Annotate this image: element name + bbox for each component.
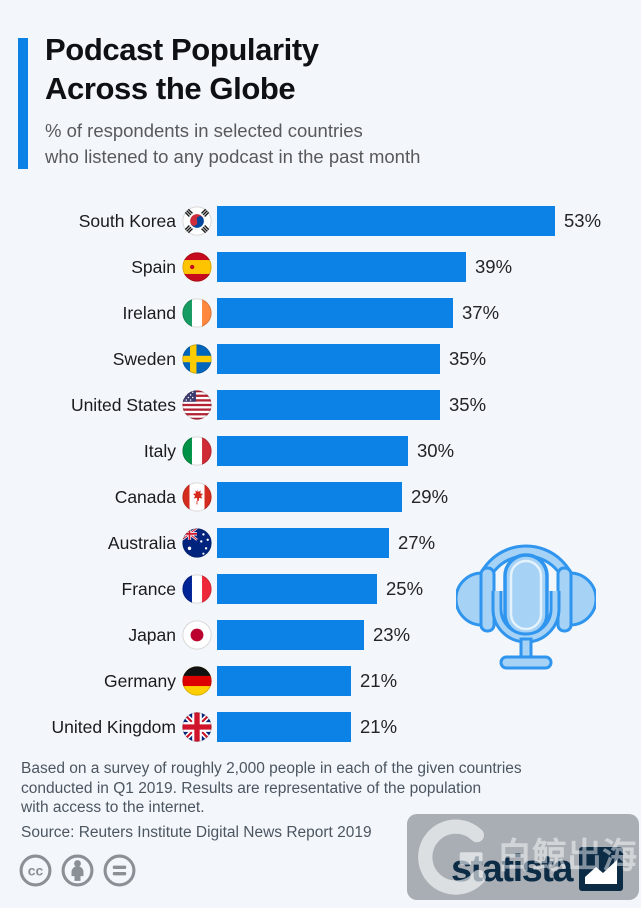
title-line-1: Podcast Popularity	[45, 32, 319, 67]
flag-icon-au	[182, 528, 212, 558]
chart-row-united-states: United States 35%	[24, 382, 641, 428]
bar-chart: South Korea 53% Spain 39% Ireland 37% Swede…	[0, 198, 641, 750]
chart-row-south-korea: South Korea 53%	[24, 198, 641, 244]
value-label-spain: 39%	[475, 256, 513, 277]
bar-australia	[217, 528, 389, 558]
flag-icon-jp	[182, 620, 212, 650]
bar-spain	[217, 252, 466, 282]
country-label-germany: Germany	[104, 670, 176, 691]
country-label-united-kingdom: United Kingdom	[51, 716, 176, 737]
license-icons: cc	[18, 853, 137, 888]
flag-icon-fr	[182, 574, 212, 604]
bar-germany	[217, 666, 351, 696]
footnote: Based on a survey of roughly 2,000 peopl…	[21, 759, 621, 842]
country-label-france: France	[121, 578, 176, 599]
chart-row-ireland: Ireland 37%	[24, 290, 641, 336]
country-label-spain: Spain	[131, 256, 176, 277]
country-label-australia: Australia	[107, 532, 176, 553]
chart-row-sweden: Sweden 35%	[24, 336, 641, 382]
value-label-ireland: 37%	[462, 302, 500, 323]
value-label-japan: 23%	[373, 624, 411, 645]
subtitle-line-1: % of respondents in selected countries	[45, 120, 363, 141]
attribution-person-icon	[61, 854, 94, 887]
headphones-microphone-illustration	[456, 544, 596, 670]
title-accent-bar	[18, 38, 28, 169]
chart-row-spain: Spain 39%	[24, 244, 641, 290]
flag-icon-se	[182, 344, 212, 374]
flag-icon-de	[182, 666, 212, 696]
chart-row-canada: Canada 29%	[24, 474, 641, 520]
flag-icon-kr	[182, 206, 212, 236]
flag-icon-ie	[182, 298, 212, 328]
country-label-south-korea: South Korea	[78, 210, 176, 231]
statista-chart-mark	[579, 847, 624, 891]
value-label-australia: 27%	[398, 532, 436, 553]
country-label-ireland: Ireland	[122, 302, 176, 323]
value-label-united-states: 35%	[449, 394, 487, 415]
bar-japan	[217, 620, 364, 650]
chart-row-united-kingdom: United Kingdom 21%	[24, 704, 641, 750]
equal-sign-icon	[103, 854, 136, 887]
value-label-france: 25%	[386, 578, 424, 599]
bar-united-states	[217, 390, 440, 420]
bar-united-kingdom	[217, 712, 351, 742]
chart-row-italy: Italy 30%	[24, 428, 641, 474]
note-line-3: with access to the internet.	[21, 799, 205, 816]
country-label-japan: Japan	[128, 624, 176, 645]
flag-icon-it	[182, 436, 212, 466]
chart-row-france: France 25%	[24, 566, 641, 612]
chart-row-germany: Germany 21%	[24, 658, 641, 704]
value-label-united-kingdom: 21%	[360, 716, 398, 737]
country-label-canada: Canada	[114, 486, 176, 507]
value-label-south-korea: 53%	[564, 210, 602, 231]
bar-italy	[217, 436, 408, 466]
header: Podcast Popularity Across the Globe % of…	[45, 30, 605, 170]
value-label-canada: 29%	[411, 486, 449, 507]
page-title: Podcast Popularity Across the Globe	[45, 30, 605, 108]
cc-icon: cc	[19, 854, 52, 887]
country-label-italy: Italy	[143, 440, 176, 461]
note-line-1: Based on a survey of roughly 2,000 peopl…	[21, 760, 522, 777]
country-label-united-states: United States	[70, 394, 176, 415]
note-line-2: conducted in Q1 2019. Results are repres…	[21, 779, 482, 797]
flag-icon-us	[182, 390, 212, 420]
page-subtitle: % of respondents in selected countries w…	[45, 118, 605, 170]
chart-row-japan: Japan 23%	[24, 612, 641, 658]
statista-logo: statista	[451, 847, 624, 891]
source-line: Source: Reuters Institute Digital News R…	[21, 823, 372, 841]
value-label-germany: 21%	[360, 670, 398, 691]
bar-france	[217, 574, 377, 604]
country-label-sweden: Sweden	[112, 348, 176, 369]
chart-row-australia: Australia 27%	[24, 520, 641, 566]
bar-sweden	[217, 344, 440, 374]
flag-icon-es	[182, 252, 212, 282]
statista-logo-text: statista	[451, 848, 574, 890]
bar-ireland	[217, 298, 453, 328]
value-label-italy: 30%	[417, 440, 455, 461]
title-line-2: Across the Globe	[45, 71, 296, 106]
value-label-sweden: 35%	[449, 348, 487, 369]
flag-icon-gb	[182, 712, 212, 742]
bar-canada	[217, 482, 402, 512]
subtitle-line-2: who listened to any podcast in the past …	[45, 146, 421, 167]
svg-text:cc: cc	[28, 862, 44, 878]
flag-icon-ca	[182, 482, 212, 512]
bar-south-korea	[217, 206, 555, 236]
